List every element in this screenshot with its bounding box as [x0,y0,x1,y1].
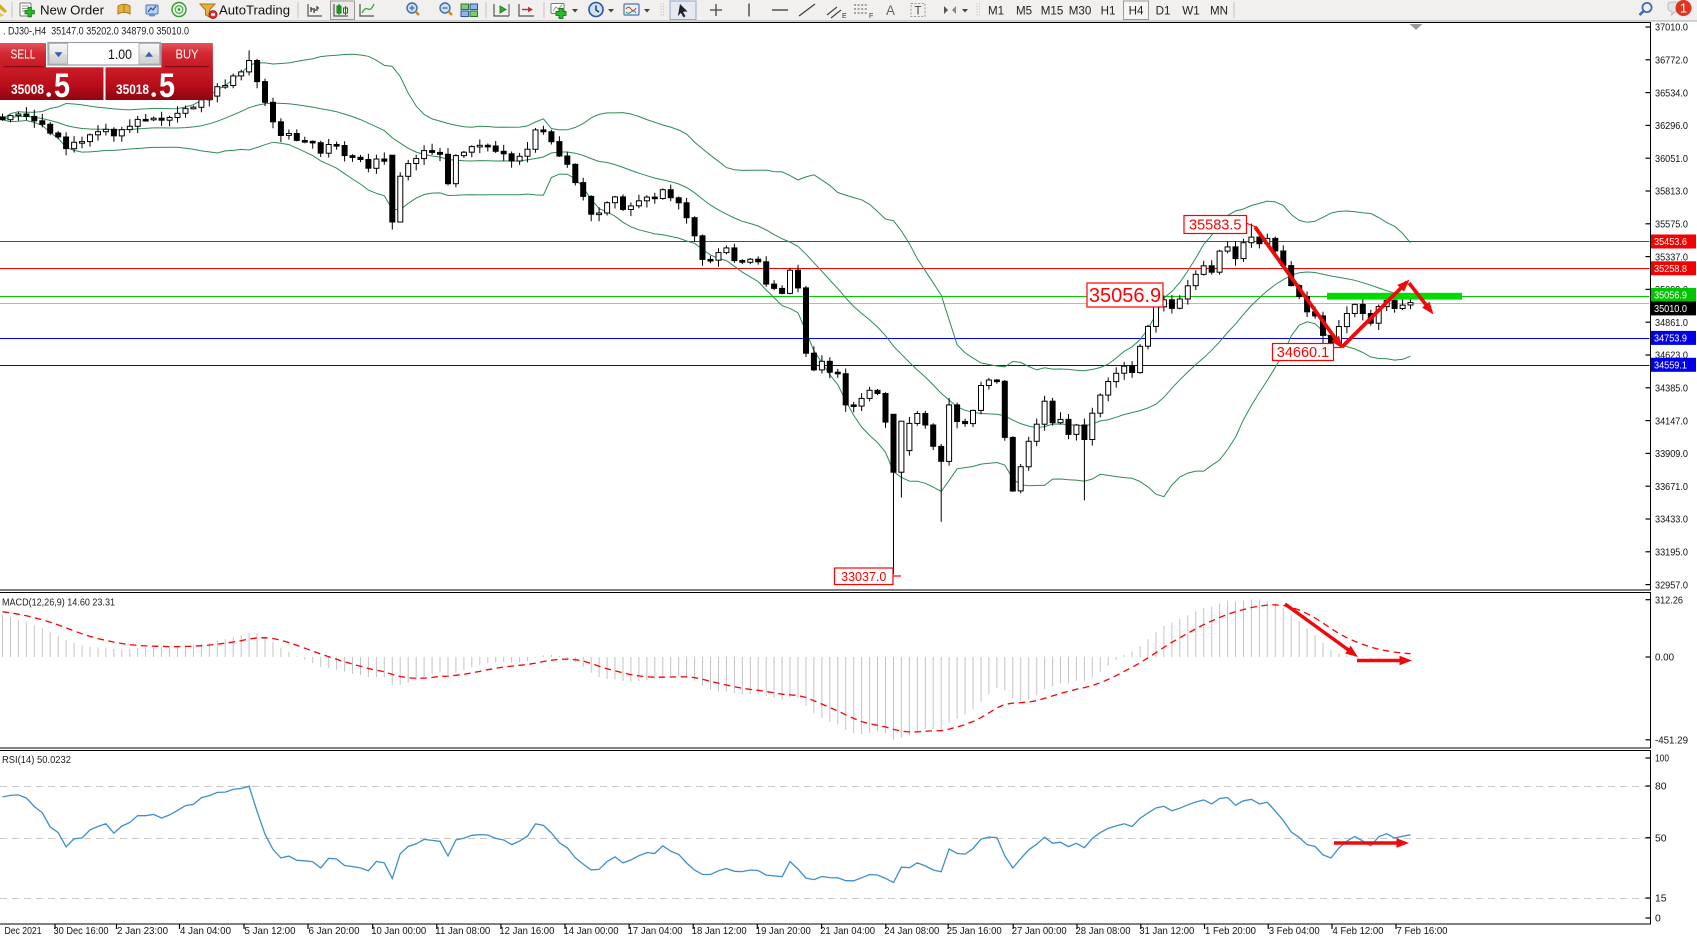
svg-text:-451.29: -451.29 [1655,736,1688,747]
svg-text:H1: H1 [1101,5,1116,18]
svg-text:E: E [842,13,847,20]
svg-text:. DJ30-,H4 35147.0 35202.0 34: . DJ30-,H4 35147.0 35202.0 34879.0 35010… [3,26,189,38]
svg-text:5 Jan 12:00: 5 Jan 12:00 [245,926,296,937]
svg-text:A: A [886,3,895,18]
svg-text:35018: 35018 [116,82,149,97]
svg-text:SELL: SELL [11,47,36,62]
svg-text:19 Jan 20:00: 19 Jan 20:00 [756,926,811,937]
svg-text:RSI(14) 50.0232: RSI(14) 50.0232 [2,755,71,766]
svg-text:33909.0: 33909.0 [1655,449,1688,460]
svg-text:36772.0: 36772.0 [1655,56,1688,67]
svg-text:T: T [915,6,922,18]
svg-text:34623.0: 34623.0 [1655,351,1688,362]
svg-text:35056.9: 35056.9 [1089,285,1161,307]
svg-text:35258.8: 35258.8 [1654,264,1687,275]
svg-text:35583.5: 35583.5 [1189,218,1241,234]
svg-text:35575.0: 35575.0 [1655,220,1688,231]
svg-text:34660.1: 34660.1 [1277,345,1329,361]
svg-text:21 Jan 04:00: 21 Jan 04:00 [820,926,875,937]
svg-text:D1: D1 [1156,5,1171,18]
svg-text:33037.0: 33037.0 [841,570,886,584]
svg-text:80: 80 [1655,782,1667,793]
svg-text:7 Feb 16:00: 7 Feb 16:00 [1397,926,1448,937]
svg-text:MACD(12,26,9) 14.60 23.31: MACD(12,26,9) 14.60 23.31 [2,598,115,609]
svg-text:34559.1: 34559.1 [1654,361,1687,372]
svg-text:Dec 2021: Dec 2021 [5,926,42,937]
svg-text:0.00: 0.00 [1655,653,1674,664]
svg-text:24 Jan 08:00: 24 Jan 08:00 [884,926,939,937]
svg-text:M30: M30 [1069,5,1092,18]
svg-text:1.00: 1.00 [108,46,132,62]
svg-text:1 Feb 20:00: 1 Feb 20:00 [1205,926,1256,937]
svg-text:37010.0: 37010.0 [1655,23,1688,34]
svg-text:New Order: New Order [40,3,105,18]
svg-text:6 Jan 20:00: 6 Jan 20:00 [309,926,360,937]
svg-text:AutoTrading: AutoTrading [219,3,290,18]
svg-text:35056.9: 35056.9 [1654,291,1687,302]
svg-text:W1: W1 [1182,5,1199,18]
svg-text:34385.0: 34385.0 [1655,384,1688,395]
svg-text:312.26: 312.26 [1655,595,1683,606]
svg-text:MN: MN [1210,5,1228,18]
svg-text:4 Feb 12:00: 4 Feb 12:00 [1333,926,1384,937]
svg-text:18 Jan 12:00: 18 Jan 12:00 [692,926,747,937]
svg-text:34753.9: 34753.9 [1654,334,1687,345]
svg-text:33433.0: 33433.0 [1655,515,1688,526]
svg-text:2 Jan 23:00: 2 Jan 23:00 [117,926,168,937]
svg-text:36534.0: 36534.0 [1655,88,1688,99]
svg-text:35813.0: 35813.0 [1655,187,1688,198]
svg-text:M1: M1 [988,5,1004,18]
svg-text:35010.0: 35010.0 [1654,304,1687,315]
svg-text:33671.0: 33671.0 [1655,482,1688,493]
svg-text:M15: M15 [1041,5,1064,18]
svg-text:30 Dec 16:00: 30 Dec 16:00 [54,926,109,937]
svg-text:17 Jan 04:00: 17 Jan 04:00 [628,926,683,937]
svg-text:25 Jan 16:00: 25 Jan 16:00 [947,926,1002,937]
svg-text:34147.0: 34147.0 [1655,416,1688,427]
svg-text:35337.0: 35337.0 [1655,252,1688,263]
svg-text:M5: M5 [1016,5,1032,18]
svg-text:28 Jan 08:00: 28 Jan 08:00 [1076,926,1131,937]
svg-text:12 Jan 16:00: 12 Jan 16:00 [499,926,554,937]
svg-text:0: 0 [1655,914,1661,925]
svg-text:33195.0: 33195.0 [1655,548,1688,559]
svg-text:H4: H4 [1129,5,1144,18]
svg-text:35453.6: 35453.6 [1654,237,1687,248]
svg-text:50: 50 [1655,833,1667,844]
svg-text:34861.0: 34861.0 [1655,318,1688,329]
svg-text:1: 1 [1680,1,1687,16]
svg-text:3 Feb 04:00: 3 Feb 04:00 [1269,926,1320,937]
svg-text:11 Jan 08:00: 11 Jan 08:00 [435,926,490,937]
svg-text:4 Jan 04:00: 4 Jan 04:00 [180,926,231,937]
svg-text:10 Jan 00:00: 10 Jan 00:00 [371,926,426,937]
svg-text:100: 100 [1655,754,1669,765]
svg-text:5: 5 [159,67,175,105]
svg-text:27 Jan 00:00: 27 Jan 00:00 [1012,926,1067,937]
svg-text:F: F [869,13,873,20]
svg-text:5: 5 [54,67,70,105]
svg-text:32957.0: 32957.0 [1655,580,1688,591]
svg-text:15: 15 [1655,894,1667,905]
svg-text:35008: 35008 [11,82,44,97]
svg-text:BUY: BUY [176,47,199,62]
svg-text:14 Jan 00:00: 14 Jan 00:00 [564,926,619,937]
svg-text:36051.0: 36051.0 [1655,154,1688,165]
svg-text:31 Jan 12:00: 31 Jan 12:00 [1139,926,1194,937]
svg-text:36296.0: 36296.0 [1655,121,1688,132]
